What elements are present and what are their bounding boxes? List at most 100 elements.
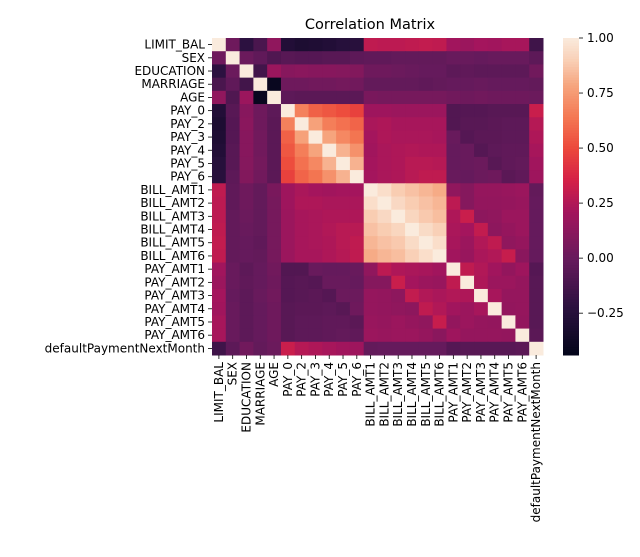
heatmap-cell	[267, 341, 282, 356]
heatmap-cell	[225, 262, 241, 277]
heatmap-cell	[212, 236, 227, 250]
heatmap-cell	[460, 236, 475, 250]
heatmap-cell	[446, 38, 461, 52]
heatmap-cell	[418, 130, 434, 145]
heatmap-cell	[322, 209, 337, 224]
heatmap-cell	[418, 51, 434, 65]
heatmap-cell	[239, 341, 254, 356]
heatmap-cell	[349, 90, 365, 105]
heatmap-cell	[212, 196, 227, 211]
heatmap-cell	[294, 236, 310, 250]
heatmap-cell	[349, 51, 365, 65]
colorbar-segment	[563, 90, 579, 94]
heatmap-cell	[446, 209, 461, 224]
y-tick-label: BILL_AMT5	[140, 236, 205, 250]
heatmap-cell	[267, 156, 282, 171]
heatmap-cell	[529, 222, 544, 237]
y-tick-label: PAY_AMT2	[144, 275, 205, 289]
heatmap-cell	[336, 209, 351, 224]
colorbar-segment	[563, 74, 579, 79]
heatmap-cell	[405, 196, 420, 211]
heatmap-cell	[460, 156, 475, 171]
heatmap-cell	[391, 51, 406, 65]
heatmap-cell	[446, 315, 461, 330]
y-tick-label: MARRIAGE	[141, 77, 205, 91]
heatmap-cell	[294, 143, 310, 158]
heatmap-cell	[515, 302, 530, 316]
heatmap-cell	[405, 209, 420, 224]
heatmap-cell	[280, 117, 296, 131]
heatmap-cell	[253, 117, 268, 131]
heatmap-cell	[432, 209, 447, 224]
heatmap-cell	[322, 104, 337, 118]
heatmap-cell	[363, 249, 378, 264]
heatmap-cell	[529, 143, 544, 158]
heatmap-cell	[487, 288, 503, 303]
heatmap-cell	[432, 143, 447, 158]
colorbar-segment	[563, 304, 579, 308]
x-tick-label: PAY_6	[350, 362, 364, 397]
x-tick-label: BILL_AMT4	[405, 362, 419, 427]
heatmap-cell	[377, 77, 392, 92]
heatmap-cell	[501, 38, 516, 52]
heatmap-cell	[474, 38, 489, 52]
heatmap-cell	[225, 51, 241, 65]
x-tick-label: LIMIT_BAL	[212, 362, 226, 423]
colorbar-segment	[563, 133, 579, 137]
heatmap-cell	[322, 222, 337, 237]
heatmap-cell	[336, 249, 351, 264]
heatmap-cell	[529, 117, 544, 131]
heatmap-cell	[322, 90, 337, 105]
heatmap-cell	[515, 209, 530, 224]
heatmap-cell	[336, 51, 351, 65]
y-tick-label: PAY_AMT4	[144, 302, 205, 316]
heatmap-cell	[225, 249, 241, 264]
heatmap-cell	[432, 183, 447, 197]
colorbar-segment	[563, 183, 579, 187]
heatmap-cell	[212, 249, 227, 264]
colorbar-segment	[563, 180, 579, 184]
heatmap-cell	[377, 236, 392, 250]
heatmap-cell	[225, 90, 241, 105]
heatmap-cell	[308, 275, 323, 290]
y-axis-tick-labels: LIMIT_BALSEXEDUCATIONMARRIAGEAGEPAY_0PAY…	[45, 38, 212, 355]
heatmap-cell	[501, 143, 516, 158]
x-tick-label: BILL_AMT1	[364, 362, 378, 427]
heatmap-cell	[349, 170, 365, 184]
heatmap-cell	[501, 275, 516, 290]
heatmap-cell	[529, 275, 544, 290]
heatmap-cell	[487, 183, 503, 197]
heatmap-cell	[405, 222, 420, 237]
colorbar-segment	[563, 236, 579, 240]
heatmap-cell	[253, 275, 268, 290]
heatmap-cell	[280, 90, 296, 105]
heatmap-cell	[267, 209, 282, 224]
colorbar-segment	[563, 59, 579, 63]
heatmap-cell	[391, 341, 406, 356]
heatmap-cell	[239, 236, 254, 250]
colorbar-segment	[563, 138, 579, 142]
heatmap-cell	[418, 302, 434, 316]
heatmap-cell	[460, 275, 475, 290]
x-tick-label: PAY_5	[336, 362, 350, 397]
colorbar-segment	[563, 209, 579, 213]
heatmap-cell	[391, 222, 406, 237]
heatmap-cell	[267, 302, 282, 316]
colorbar-segment	[563, 265, 579, 269]
heatmap-cell	[529, 38, 544, 52]
heatmap-cell	[294, 249, 310, 264]
heatmap-cell	[446, 262, 461, 277]
colorbar-segment	[563, 185, 579, 190]
colorbar-segment	[563, 257, 579, 261]
heatmap-cell	[432, 64, 447, 79]
heatmap-cell	[253, 288, 268, 303]
heatmap-cell	[280, 51, 296, 65]
heatmap-cell	[418, 64, 434, 79]
heatmap-cell	[446, 196, 461, 211]
heatmap-cell	[212, 130, 227, 145]
colorbar-segment	[563, 315, 579, 319]
colorbar-segment	[563, 114, 579, 118]
heatmap-cell	[391, 130, 406, 145]
heatmap-cell	[515, 196, 530, 211]
heatmap-cell	[418, 90, 434, 105]
